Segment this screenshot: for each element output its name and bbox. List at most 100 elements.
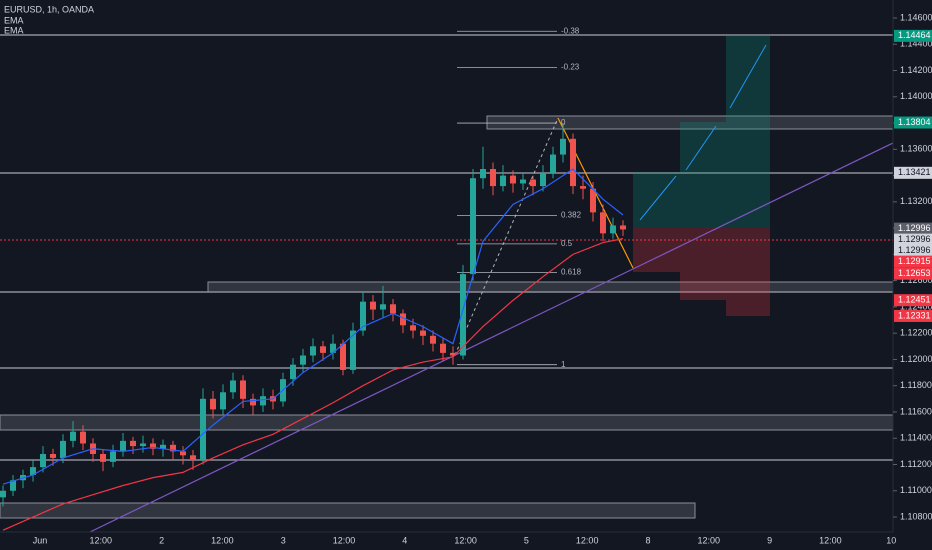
candle-body: [580, 186, 586, 189]
price-label-bg: [894, 116, 932, 129]
candle-body: [110, 451, 116, 462]
x-tick-label: 12:00: [698, 535, 721, 545]
candle-body: [400, 313, 406, 326]
candle-body: [290, 364, 296, 380]
price-label: 1.12996: [898, 234, 931, 244]
candle-body: [320, 346, 326, 353]
y-tick-label: 1.12400: [900, 301, 932, 311]
candle-body: [40, 453, 46, 468]
y-tick-label: 1.11400: [900, 433, 932, 443]
candle-body: [240, 380, 246, 399]
x-tick-label: 9: [767, 535, 772, 545]
y-tick-label: 1.11800: [900, 380, 932, 390]
symbol-title: EURUSD, 1h, OANDA: [4, 4, 94, 14]
fib-label: 0: [561, 118, 566, 127]
candle-body: [200, 398, 206, 460]
candle-body: [530, 179, 536, 187]
price-label: 1.12996: [898, 245, 931, 255]
candle-body: [610, 225, 616, 234]
price-label-bg: [894, 255, 932, 268]
x-tick-label: 3: [281, 535, 286, 545]
target-zone: [680, 122, 726, 228]
candle-body: [370, 301, 376, 310]
y-tick-label: 1.14600: [900, 12, 932, 22]
y-tick-label: 1.11000: [900, 485, 932, 495]
arrow: [685, 125, 717, 171]
x-tick-label: 5: [524, 535, 529, 545]
candle-body: [120, 440, 126, 452]
candle-body: [140, 443, 146, 447]
zone: [0, 414, 894, 431]
y-tick-label: 1.14000: [900, 91, 932, 101]
candle-body: [150, 443, 156, 449]
arrow: [729, 44, 767, 109]
candle-body: [50, 453, 56, 458]
fib-trend: [454, 117, 559, 356]
candle-body: [250, 398, 256, 406]
candle-body: [80, 431, 86, 444]
price-label: 1.12915: [898, 256, 931, 266]
x-tick-label: 12:00: [576, 535, 599, 545]
fib-label: -0.23: [561, 63, 580, 72]
price-label: 1.12653: [898, 268, 931, 278]
candle-body: [10, 480, 16, 491]
price-label-bg: [894, 233, 932, 246]
y-tick-label: 1.14200: [900, 65, 932, 75]
candle-body: [180, 451, 186, 456]
candle-body: [570, 138, 576, 187]
candle-body: [520, 179, 526, 184]
candle-body: [490, 169, 496, 187]
price-label-bg: [894, 244, 932, 257]
zone: [207, 281, 894, 293]
x-tick-label: 12:00: [211, 535, 234, 545]
price-label: 1.12996: [898, 223, 931, 233]
candle-body: [70, 431, 76, 441]
candle-body: [160, 444, 166, 449]
candle-body: [440, 343, 446, 353]
zone: [0, 502, 696, 519]
candle-body: [620, 225, 626, 230]
candle-body: [360, 301, 366, 331]
price-label: 1.12451: [898, 295, 931, 305]
candle-body: [230, 380, 236, 393]
candle-body: [170, 444, 176, 452]
y-tick-label: 1.10800: [900, 511, 932, 521]
price-label: 1.13421: [898, 167, 931, 177]
candle-body: [380, 304, 386, 310]
arrow: [639, 175, 677, 221]
candle-body: [560, 138, 566, 155]
x-tick-label: 8: [645, 535, 650, 545]
y-tick-label: 1.12000: [900, 354, 932, 364]
indicator-label: EMA: [4, 25, 24, 35]
candle-body: [330, 343, 336, 353]
candle-body: [550, 154, 556, 173]
candle-body: [500, 175, 506, 187]
price-label-bg: [894, 222, 932, 235]
candle-body: [340, 343, 346, 370]
candle-body: [100, 453, 106, 462]
stop-zone: [680, 228, 726, 300]
y-tick-label: 1.11200: [900, 459, 932, 469]
x-tick-label: 12:00: [333, 535, 356, 545]
fib-label: 0.5: [561, 239, 573, 248]
candle-body: [470, 178, 476, 275]
candle-body: [30, 467, 36, 476]
candle-body: [590, 188, 596, 213]
x-tick-label: 4: [402, 535, 407, 545]
candle-body: [460, 274, 466, 356]
candle-body: [220, 392, 226, 410]
x-tick-label: 12:00: [819, 535, 842, 545]
price-label: 1.13804: [898, 117, 931, 127]
price-label-bg: [894, 166, 932, 179]
price-label-bg: [894, 267, 932, 280]
candle-body: [480, 169, 486, 179]
target-zone: [726, 35, 770, 228]
candle-body: [60, 440, 66, 458]
ema-line: [2, 238, 624, 531]
ema-line: [2, 168, 624, 485]
candle-body: [390, 304, 396, 314]
candle-body: [420, 330, 426, 336]
candle-body: [410, 325, 416, 331]
stop-zone: [726, 228, 770, 316]
y-tick-label: 1.13200: [900, 196, 932, 206]
